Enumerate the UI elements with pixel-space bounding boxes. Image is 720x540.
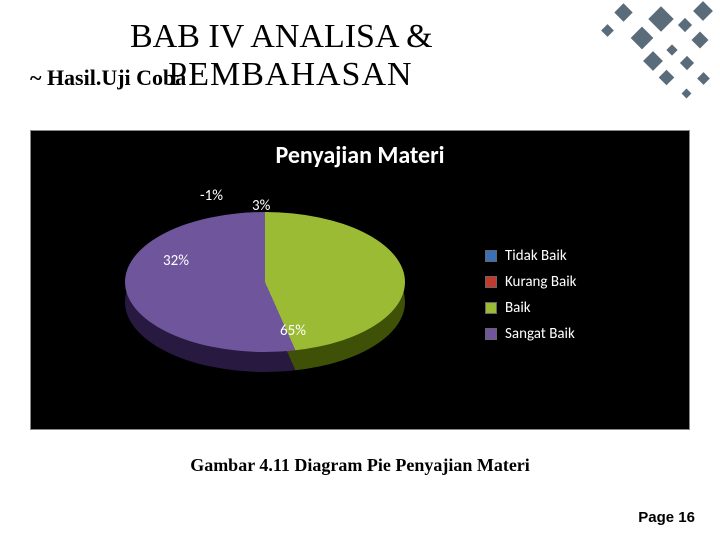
title-line1: BAB IV ANALISA & bbox=[30, 18, 720, 56]
chart-legend: Tidak Baik Kurang Baik Baik Sangat Baik bbox=[485, 239, 655, 351]
legend-swatch bbox=[485, 302, 497, 314]
title-block: BAB IV ANALISA & ~ Hasil.Uji Coba PEMBAH… bbox=[0, 18, 720, 94]
legend-label: Baik bbox=[505, 299, 531, 317]
legend-label: Sangat Baik bbox=[505, 325, 575, 343]
legend-swatch bbox=[485, 276, 497, 288]
legend-swatch bbox=[485, 250, 497, 262]
pie-area: -1% 3% 65% 32% bbox=[45, 172, 485, 417]
legend-label: Kurang Baik bbox=[505, 273, 576, 291]
legend-item: Kurang Baik bbox=[485, 273, 655, 291]
legend-item: Baik bbox=[485, 299, 655, 317]
pie-label-sangat-baik: 32% bbox=[163, 252, 189, 270]
page-number: Page 16 bbox=[638, 509, 695, 526]
pie-label-kurang-baik: 3% bbox=[252, 197, 270, 215]
chart-title: Penyajian Materi bbox=[45, 141, 675, 170]
pie-label-baik: 65% bbox=[280, 322, 306, 340]
legend-item: Sangat Baik bbox=[485, 325, 655, 343]
title-line2: PEMBAHASAN bbox=[168, 56, 412, 94]
legend-label: Tidak Baik bbox=[505, 247, 567, 265]
chart-panel: Penyajian Materi -1% 3% 65% 32% Tidak Ba… bbox=[30, 130, 690, 430]
legend-swatch bbox=[485, 328, 497, 340]
pie-label-tidak-baik: -1% bbox=[200, 187, 223, 205]
legend-item: Tidak Baik bbox=[485, 247, 655, 265]
figure-caption: Gambar 4.11 Diagram Pie Penyajian Materi bbox=[0, 455, 720, 476]
subtitle: ~ Hasil.Uji Coba bbox=[30, 65, 186, 91]
